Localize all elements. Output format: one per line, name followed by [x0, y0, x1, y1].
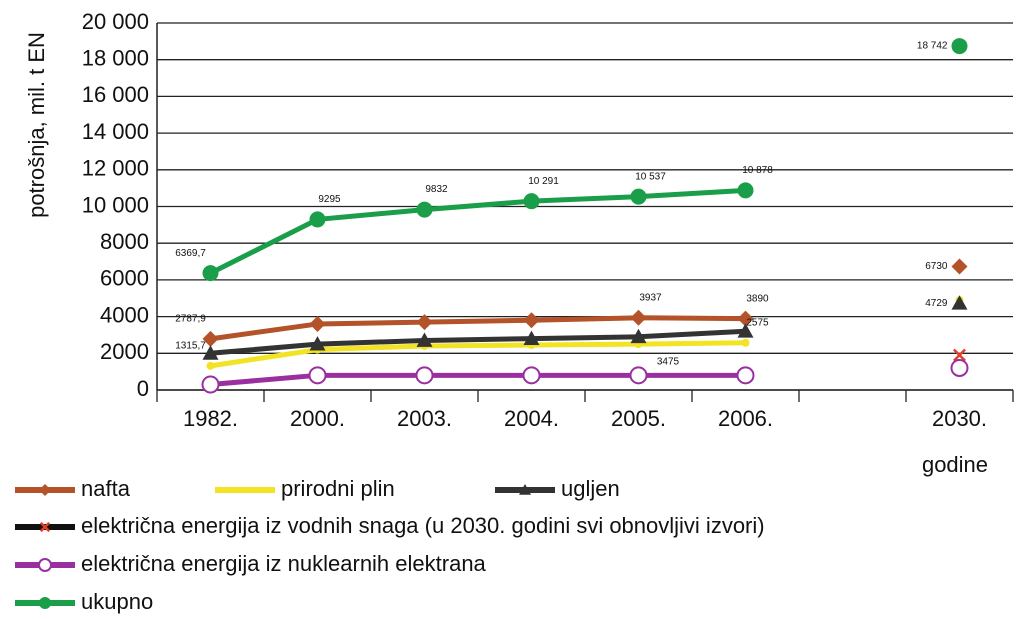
marker [953, 348, 966, 362]
data-label: 9295 [318, 194, 341, 205]
marker [522, 366, 541, 385]
x-tick-label: 2005. [611, 406, 666, 431]
series-line [210, 372, 746, 387]
marker [519, 484, 531, 495]
marker [950, 358, 969, 377]
y-tick-label: 2000 [100, 339, 149, 364]
marker [951, 38, 968, 55]
marker [736, 366, 755, 385]
data-label: 9832 [425, 184, 448, 195]
y-tick-label: 20 000 [82, 9, 149, 34]
marker [202, 345, 219, 360]
x-tick-label: 1982. [183, 406, 238, 431]
y-tick-label: 10 000 [82, 192, 149, 217]
marker [523, 193, 540, 210]
marker [309, 336, 326, 351]
legend-label: električna energija iz vodnih snaga (u 2… [81, 513, 765, 538]
marker [38, 558, 52, 572]
legend-label: prirodni plin [281, 476, 395, 501]
y-tick-label: 12 000 [82, 156, 149, 181]
series-line [210, 315, 746, 342]
marker [951, 258, 968, 275]
marker [39, 521, 51, 533]
marker [202, 265, 219, 282]
series-line [210, 328, 746, 356]
marker [206, 361, 215, 370]
marker [630, 309, 647, 326]
annotation: 3475 [657, 357, 680, 368]
marker [630, 188, 647, 205]
marker [741, 338, 750, 347]
marker [951, 295, 968, 310]
x-tick-label: 2000. [290, 406, 345, 431]
marker [415, 366, 434, 385]
marker [309, 315, 326, 332]
data-label: 10 291 [528, 176, 559, 187]
y-tick-label: 4000 [100, 302, 149, 327]
y-axis-label: potrošnja, mil. t EN [24, 32, 49, 218]
legend-label: nafta [81, 476, 131, 501]
x-tick-label: 2003. [397, 406, 452, 431]
marker [737, 182, 754, 199]
marker [309, 211, 326, 228]
data-label: 3890 [746, 293, 769, 304]
data-label: 10 537 [635, 171, 666, 182]
marker [416, 332, 433, 347]
marker [523, 312, 540, 329]
series-line [209, 187, 746, 276]
series-line [210, 340, 746, 369]
data-label: 6369,7 [175, 248, 206, 259]
data-label: 2575 [746, 317, 769, 328]
legend-label: ukupno [81, 589, 153, 614]
marker [737, 323, 754, 338]
x-tick-label: 2006. [718, 406, 773, 431]
y-tick-label: 8000 [100, 229, 149, 254]
marker [416, 314, 433, 331]
data-label: 18 742 [917, 41, 948, 52]
data-label: 4729 [925, 298, 948, 309]
marker [242, 487, 248, 493]
marker [39, 597, 51, 609]
marker [308, 366, 327, 385]
y-tick-label: 14 000 [82, 119, 149, 144]
data-label: 2787,9 [175, 313, 206, 324]
data-label: 10 878 [742, 165, 773, 176]
y-tick-label: 0 [137, 376, 149, 401]
marker [523, 330, 540, 346]
legend-label: ugljen [561, 476, 620, 501]
legend-label: električna energija iz nuklearnih elektr… [81, 551, 487, 576]
marker [630, 328, 647, 344]
data-label: 1315,7 [175, 340, 206, 351]
y-tick-label: 18 000 [82, 46, 149, 71]
marker [629, 366, 648, 385]
x-tick-label: 2030. [932, 406, 987, 431]
y-tick-label: 6000 [100, 266, 149, 291]
data-label: 3937 [639, 292, 662, 303]
x-tick-label: 2004. [504, 406, 559, 431]
y-tick-label: 16 000 [82, 82, 149, 107]
data-label: 6730 [925, 261, 948, 272]
marker [39, 484, 51, 496]
marker [201, 375, 220, 394]
marker [416, 201, 433, 218]
marker [737, 310, 754, 327]
marker [202, 330, 219, 347]
x-axis-label: godine [922, 452, 988, 477]
